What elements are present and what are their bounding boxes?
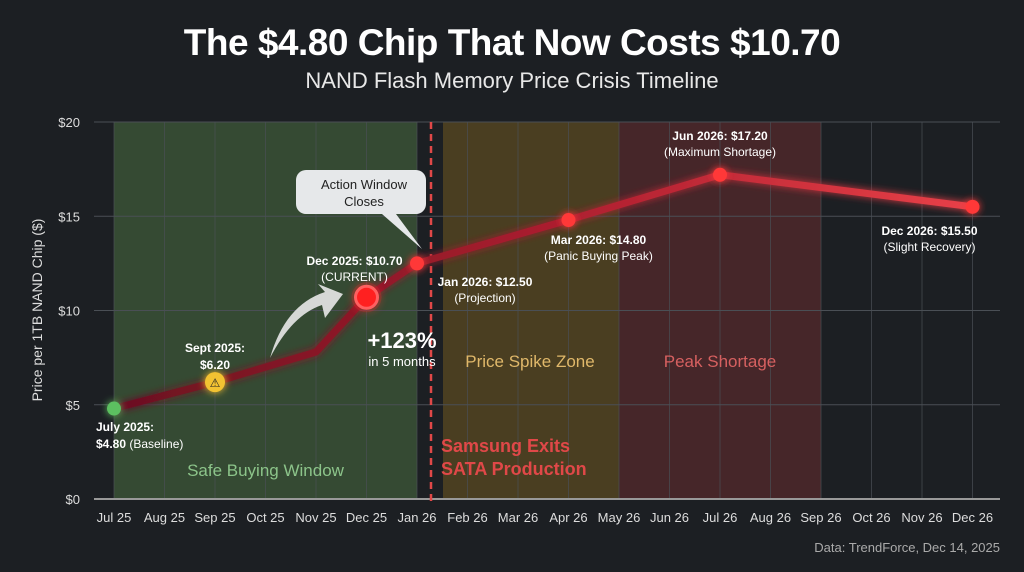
y-tick-label: $5 (66, 398, 80, 413)
x-tick-label: Jul 26 (703, 510, 738, 525)
x-tick-label: Dec 26 (952, 510, 993, 525)
x-tick-label: Aug 25 (144, 510, 185, 525)
x-tick-label: Feb 26 (447, 510, 487, 525)
point-note: (Maximum Shortage) (664, 145, 776, 159)
x-tick-label: Nov 25 (295, 510, 336, 525)
data-point (965, 199, 980, 214)
chart-subtitle: NAND Flash Memory Price Crisis Timeline (305, 68, 719, 93)
data-point (354, 284, 379, 310)
x-tick-label: Jul 25 (97, 510, 132, 525)
x-tick-label: Dec 25 (346, 510, 387, 525)
point-label: Mar 2026: $14.80 (551, 233, 647, 247)
x-tick-label: Jan 26 (397, 510, 436, 525)
data-point (107, 401, 121, 416)
point-note: (Projection) (454, 291, 515, 305)
point-label: $6.20 (200, 358, 230, 372)
y-axis-label: Price per 1TB NAND Chip ($) (29, 219, 45, 402)
y-tick-label: $20 (58, 115, 80, 130)
point-note: (Panic Buying Peak) (544, 249, 653, 263)
growth-text: in 5 months (368, 354, 436, 369)
point-label: Jun 2026: $17.20 (672, 129, 768, 143)
x-tick-label: Oct 25 (246, 510, 284, 525)
x-tick-label: Aug 26 (750, 510, 791, 525)
y-tick-label: $10 (58, 304, 80, 319)
x-tick-label: Nov 26 (901, 510, 942, 525)
curved-arrow-icon (270, 284, 343, 358)
zone-label: Price Spike Zone (465, 352, 594, 371)
point-label: $4.80 (Baseline) (96, 437, 183, 451)
x-tick-label: Sep 26 (800, 510, 841, 525)
x-tick-label: May 26 (598, 510, 641, 525)
x-tick-label: Mar 26 (498, 510, 538, 525)
zone-label: Safe Buying Window (187, 461, 345, 480)
chart-title: The $4.80 Chip That Now Costs $10.70 (183, 22, 841, 63)
event-label: SATA Production (441, 459, 587, 479)
series-line (113, 171, 973, 412)
data-point (205, 372, 225, 393)
y-tick-label: $15 (58, 209, 80, 224)
source-note: Data: TrendForce, Dec 14, 2025 (814, 540, 1000, 555)
y-tick-label: $0 (66, 492, 80, 507)
callout-text: Closes (344, 194, 384, 209)
point-note: (Slight Recovery) (883, 240, 975, 254)
point-label: Sept 2025: (185, 341, 245, 355)
x-tick-label: Sep 25 (194, 510, 235, 525)
point-note: (CURRENT) (321, 270, 388, 284)
growth-value: +123% (367, 328, 436, 353)
x-tick-label: Jun 26 (650, 510, 689, 525)
zone-label: Peak Shortage (664, 352, 776, 371)
warning-icon: ⚠ (210, 376, 221, 390)
callout-bubble (296, 170, 426, 249)
x-tick-label: Oct 26 (852, 510, 890, 525)
callout-text: Action Window (321, 177, 408, 192)
data-point (410, 256, 424, 271)
data-point (561, 213, 576, 228)
data-point (713, 167, 727, 182)
point-label: Dec 2025: $10.70 (306, 254, 402, 268)
point-label: Jan 2026: $12.50 (438, 275, 533, 289)
point-label: July 2025: (96, 420, 154, 434)
event-label: Samsung Exits (441, 436, 570, 456)
x-tick-label: Apr 26 (549, 510, 587, 525)
point-label: Dec 2026: $15.50 (881, 224, 977, 238)
